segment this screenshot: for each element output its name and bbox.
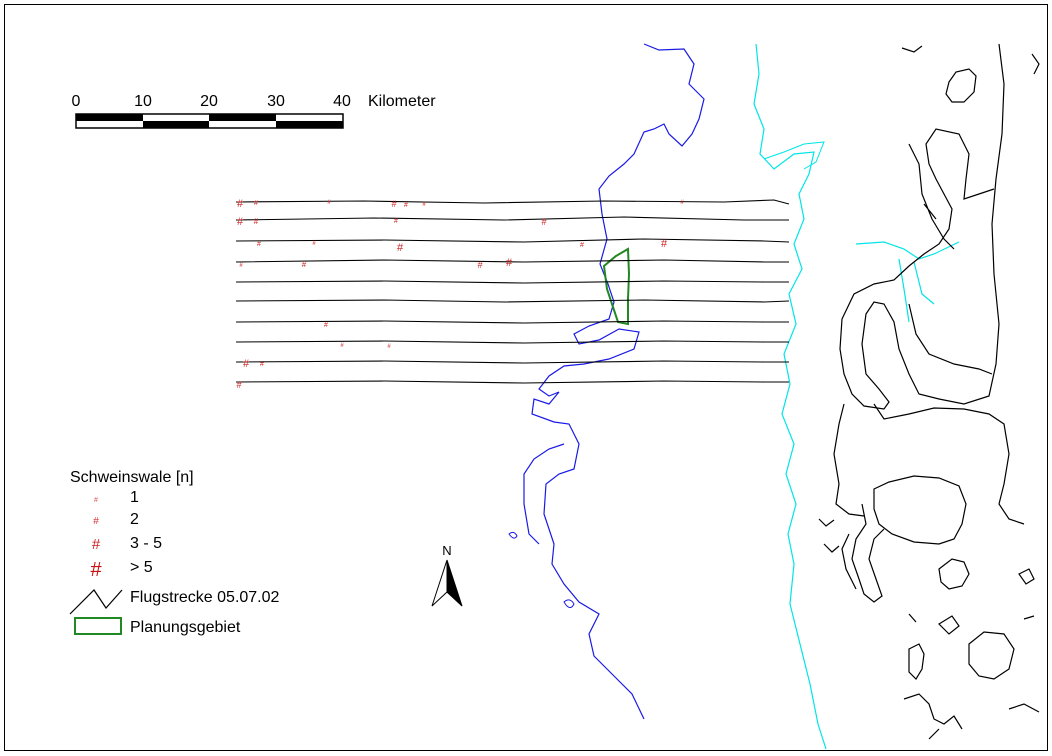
depth-contour-b: [523, 443, 565, 545]
flight-track: [235, 216, 789, 221]
scale-segment: [276, 121, 343, 128]
legend-symbol-4-icon: #: [90, 559, 102, 581]
scale-unit-label: Kilometer: [368, 93, 436, 110]
flight-track: [235, 299, 790, 303]
legend-flight-line-icon: [69, 589, 123, 615]
map-canvas: # # # # # # # # # # # # # # # # # # # # …: [4, 4, 1048, 751]
depth-contour: [531, 43, 705, 720]
sighting-marker: #: [391, 199, 396, 209]
sighting-marker: #: [394, 218, 398, 225]
depth-contour-shoal: [508, 531, 575, 608]
sighting-marker: #: [254, 217, 259, 226]
sighting-marker: #: [243, 358, 250, 370]
island-small-b: [968, 631, 1015, 680]
flight-tracks: [235, 199, 790, 384]
map-border: [4, 4, 1048, 751]
legend-symbol-2-icon: #: [93, 516, 99, 527]
channel-cyan: [855, 241, 960, 323]
sighting-marker: #: [302, 260, 307, 269]
sighting-marker: #: [327, 200, 331, 206]
island-small-a: [938, 558, 970, 590]
legend-title: Schweinswale [n]: [70, 469, 194, 486]
legend-symbol-1-icon: #: [94, 497, 98, 504]
north-arrow-label: N: [442, 543, 451, 558]
north-arrow: N: [431, 543, 463, 607]
flight-track: [235, 360, 789, 364]
legend-symbol-3-icon: #: [92, 536, 101, 553]
sighting-marker: #: [236, 380, 241, 390]
amrum-island: [841, 503, 885, 603]
sighting-marker: #: [237, 198, 244, 210]
island-small-c: [908, 643, 925, 680]
island-north: [945, 68, 977, 103]
sighting-marker: #: [580, 242, 584, 249]
legend-planning-area-icon: [74, 617, 122, 635]
sylt-island: [839, 43, 1005, 410]
sylt-inner-coast: [908, 143, 993, 375]
scale-segment: [143, 121, 209, 128]
flight-track: [235, 280, 789, 284]
flight-track: [235, 380, 789, 384]
map-frame: # # # # # # # # # # # # # # # # # # # # …: [4, 4, 1048, 751]
island-small-d: [938, 568, 1035, 635]
scale-tick-label: 0: [72, 93, 81, 110]
legend-label: 3 - 5: [130, 535, 162, 552]
sighting-marker: #: [680, 200, 684, 206]
sighting-marker: #: [237, 216, 244, 228]
foehr-island: [873, 475, 967, 545]
sighting-marker: #: [541, 217, 546, 227]
scale-tick-label: 10: [134, 93, 152, 110]
coast-bottom: [818, 518, 1040, 740]
legend: Schweinswale [n] # 1 # 2 # 3 - 5 # > 5 F…: [69, 469, 280, 636]
flight-track: [235, 340, 789, 344]
sighting-marker: #: [506, 257, 513, 269]
scale-tick-label: 40: [333, 93, 351, 110]
coast-lower: [833, 403, 1025, 525]
planning-area: [602, 247, 631, 326]
sighting-marker: #: [260, 361, 264, 368]
coast-top-right: [901, 45, 1040, 75]
sighting-marker: #: [661, 238, 668, 250]
coastline-cyan: [753, 43, 827, 750]
scale-tick-label: 30: [267, 93, 285, 110]
flight-track: [235, 238, 790, 243]
sighting-marker: #: [477, 260, 482, 270]
legend-label: Planungsgebiet: [130, 619, 241, 636]
north-arrow-right-icon: [446, 559, 463, 607]
flight-track: [235, 199, 790, 205]
sighting-marker: #: [340, 343, 344, 349]
sighting-marker: #: [257, 241, 261, 248]
sighting-marker: #: [324, 322, 328, 329]
legend-label: Flugstrecke 05.07.02: [130, 589, 280, 606]
sighting-marker: #: [312, 241, 316, 247]
sighting-marker: #: [397, 242, 404, 254]
legend-label: 2: [130, 511, 139, 528]
sighting-marker: #: [387, 344, 391, 350]
scale-segment: [76, 114, 143, 121]
coastline-cyan-inner: [763, 141, 825, 170]
sighting-marker: #: [239, 263, 243, 269]
sighting-marker: #: [422, 202, 426, 208]
sighting-marker: #: [254, 200, 258, 207]
scale-bar: 0 10 20 30 40 Kilometer: [72, 93, 436, 129]
legend-label: 1: [130, 489, 139, 506]
flight-track: [235, 320, 789, 324]
flight-track: [235, 259, 789, 263]
sighting-marker: #: [404, 202, 408, 209]
scale-segment: [209, 114, 276, 121]
islands: [818, 43, 1040, 740]
sightings: # # # # # # # # # # # # # # # # # # # # …: [236, 198, 684, 390]
scale-tick-label: 20: [200, 93, 218, 110]
legend-label: > 5: [130, 559, 153, 576]
